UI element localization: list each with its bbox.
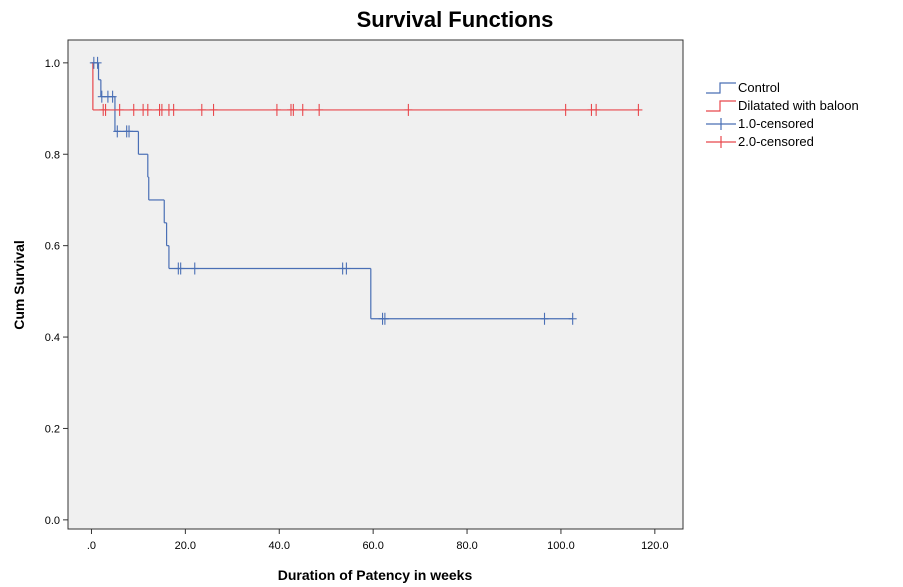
1-0-censored-marker bbox=[568, 312, 577, 325]
2-0-censored-marker bbox=[561, 103, 570, 116]
x-tick-label: .0 bbox=[87, 540, 96, 552]
x-tick-label: 20.0 bbox=[175, 540, 196, 552]
y-axis-label: Cum Survival bbox=[11, 240, 27, 329]
2-0-censored-marker bbox=[315, 103, 324, 116]
censor-layer bbox=[89, 56, 643, 325]
legend-label-2-0-censored: 2.0-censored bbox=[738, 134, 814, 149]
legend-swatch-1-0-censored bbox=[706, 118, 736, 130]
legend-swatch-2-0-censored bbox=[706, 136, 736, 148]
legend-swatch-control bbox=[706, 82, 736, 94]
1-0-censored-marker bbox=[176, 262, 185, 275]
legend-label-control: Control bbox=[738, 80, 780, 95]
2-0-censored-marker bbox=[634, 103, 643, 116]
x-axis-ticks: .0 20.0 40.0 60.0 80.0 100.0 120.0 bbox=[87, 529, 669, 552]
2-0-censored-marker bbox=[157, 103, 166, 116]
1-0-censored-marker bbox=[93, 56, 102, 69]
plot-area bbox=[67, 39, 684, 530]
1-0-censored-marker bbox=[190, 262, 199, 275]
1-0-censored-marker bbox=[342, 262, 351, 275]
x-tick-label: 40.0 bbox=[269, 540, 290, 552]
2-0-censored-marker bbox=[101, 103, 110, 116]
2-0-censored-marker bbox=[143, 103, 152, 116]
2-0-censored-marker bbox=[197, 103, 206, 116]
2-0-censored-marker bbox=[115, 103, 124, 116]
2-0-censored-marker bbox=[592, 103, 601, 116]
y-tick-label: 0.0 bbox=[45, 515, 60, 527]
y-tick-label: 0.8 bbox=[45, 149, 60, 161]
chart-title: Survival Functions bbox=[357, 7, 554, 32]
y-tick-label: 0.6 bbox=[45, 241, 60, 253]
2-0-censored-marker bbox=[129, 103, 138, 116]
2-0-censored-marker bbox=[289, 103, 298, 116]
legend-swatch-dilatated-with-baloon bbox=[706, 100, 736, 112]
y-tick-label: 0.4 bbox=[45, 332, 60, 344]
1-0-censored-marker bbox=[125, 125, 134, 138]
x-tick-label: 60.0 bbox=[362, 540, 383, 552]
x-axis-label: Duration of Patency in weeks bbox=[278, 567, 473, 583]
1-0-censored-marker bbox=[108, 90, 117, 103]
2-0-censored-marker bbox=[209, 103, 218, 116]
legend: Control Dilatated with baloon 1.0-censored… bbox=[706, 80, 859, 149]
legend-item-2-0-censored: 2.0-censored bbox=[706, 134, 814, 149]
1-0-censored-marker bbox=[540, 312, 549, 325]
x-tick-label: 80.0 bbox=[456, 540, 477, 552]
legend-label-1-0-censored: 1.0-censored bbox=[738, 116, 814, 131]
legend-label-dilatated-with-baloon: Dilatated with baloon bbox=[738, 98, 859, 113]
y-axis-ticks: 0.0 0.2 0.4 0.6 0.8 1.0 bbox=[45, 58, 68, 527]
1-0-censored-marker bbox=[113, 125, 122, 138]
y-tick-label: 1.0 bbox=[45, 58, 60, 70]
1-0-censored-marker bbox=[380, 312, 389, 325]
y-tick-label: 0.2 bbox=[45, 423, 60, 435]
2-0-censored-marker bbox=[272, 103, 281, 116]
legend-item-1-0-censored: 1.0-censored bbox=[706, 116, 814, 131]
2-0-censored-marker bbox=[169, 103, 178, 116]
x-tick-label: 100.0 bbox=[547, 540, 575, 552]
legend-item-dilatated-with-baloon: Dilatated with baloon bbox=[706, 98, 859, 113]
2-0-censored-marker bbox=[298, 103, 307, 116]
legend-item-control: Control bbox=[706, 80, 780, 95]
x-tick-label: 120.0 bbox=[641, 540, 669, 552]
2-0-censored-marker bbox=[404, 103, 413, 116]
